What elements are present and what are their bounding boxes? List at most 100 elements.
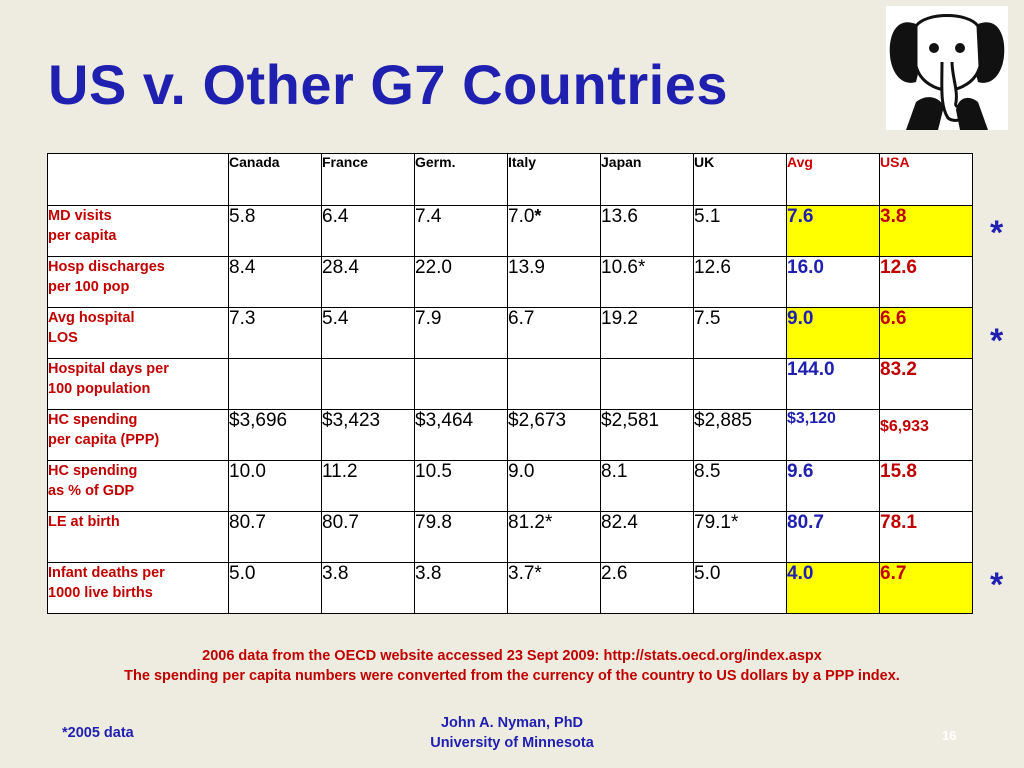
table-cell: 6.4 [321, 205, 415, 257]
table-cell: 8.4 [228, 256, 322, 308]
avg-cell: 80.7 [786, 511, 880, 563]
table-cell: 5.0 [228, 562, 322, 614]
header-france: France [321, 153, 415, 206]
table-cell [693, 358, 787, 410]
table-cell: 13.6 [600, 205, 694, 257]
avg-cell: 9.0 [786, 307, 880, 359]
header-germany: Germ. [414, 153, 508, 206]
table-cell: 8.5 [693, 460, 787, 512]
table-cell: 5.1 [693, 205, 787, 257]
usa-cell: 6.7 [879, 562, 973, 614]
table-header-row: Canada France Germ. Italy Japan UK Avg U… [47, 153, 973, 206]
header-usa: USA [879, 153, 973, 206]
table-cell: 5.8 [228, 205, 322, 257]
ppp-note: The spending per capita numbers were con… [124, 668, 900, 684]
header-avg: Avg [786, 153, 880, 206]
footnote: *2005 data [62, 725, 134, 741]
table-cell: 3.8 [321, 562, 415, 614]
usa-cell: 12.6 [879, 256, 973, 308]
table-cell: 28.4 [321, 256, 415, 308]
corner-cell [47, 153, 229, 206]
avg-cell: $3,120 [786, 409, 880, 461]
table-cell: $2,673 [507, 409, 601, 461]
row-label: Hosp discharges per 100 pop [47, 256, 229, 308]
table-cell: $3,423 [321, 409, 415, 461]
usa-cell: 6.6 [879, 307, 973, 359]
table-row: HC spending per capita (PPP) $3,696 $3,42… [47, 409, 973, 461]
table-cell: 9.0 [507, 460, 601, 512]
table-cell [414, 358, 508, 410]
table-row: Infant deaths per 1000 live births 5.0 3.… [47, 562, 973, 614]
table-cell [507, 358, 601, 410]
row-label: Infant deaths per 1000 live births [47, 562, 229, 614]
header-uk: UK [693, 153, 787, 206]
table-cell: 7.9 [414, 307, 508, 359]
avg-cell: 7.6 [786, 205, 880, 257]
table-cell: 79.8 [414, 511, 508, 563]
row-label: MD visits per capita [47, 205, 229, 257]
table-cell: 7.5 [693, 307, 787, 359]
table-cell: 2.6 [600, 562, 694, 614]
table-cell: 5.4 [321, 307, 415, 359]
row-label: Hospital days per 100 population [47, 358, 229, 410]
table-cell: $2,885 [693, 409, 787, 461]
table-cell: 7.4 [414, 205, 508, 257]
table-cell: 3.8 [414, 562, 508, 614]
table-cell: 19.2 [600, 307, 694, 359]
table-cell: 10.6* [600, 256, 694, 308]
side-asterisk: * [990, 322, 1004, 360]
table-cell: 82.4 [600, 511, 694, 563]
table-cell: 12.6 [693, 256, 787, 308]
avg-cell: 16.0 [786, 256, 880, 308]
table-row: HC spending as % of GDP 10.0 11.2 10.5 9.… [47, 460, 973, 512]
usa-cell: 78.1 [879, 511, 973, 563]
avg-cell: 9.6 [786, 460, 880, 512]
slide-title: US v. Other G7 Countries [48, 53, 728, 116]
svg-text:$: $ [932, 113, 940, 129]
header-italy: Italy [507, 153, 601, 206]
table-row: MD visits per capita 5.8 6.4 7.4 7.0* 13.… [47, 205, 973, 257]
source-note: 2006 data from the OECD website accessed… [202, 648, 822, 664]
author-affiliation: University of Minnesota [430, 735, 594, 751]
table-cell: 7.3 [228, 307, 322, 359]
elephant-logo-icon: $ [886, 6, 1008, 130]
table-cell: $3,696 [228, 409, 322, 461]
usa-cell: 3.8 [879, 205, 973, 257]
table-cell: 80.7 [321, 511, 415, 563]
table-cell [321, 358, 415, 410]
header-canada: Canada [228, 153, 322, 206]
g7-comparison-table: Canada France Germ. Italy Japan UK Avg U… [47, 153, 973, 614]
table-cell: 10.0 [228, 460, 322, 512]
table-row: Hospital days per 100 population 144.0 83… [47, 358, 973, 410]
table-cell [600, 358, 694, 410]
slide-number: 16 [942, 728, 957, 743]
table-cell: 81.2* [507, 511, 601, 563]
table-cell: 80.7 [228, 511, 322, 563]
table-cell [228, 358, 322, 410]
table-cell: 11.2 [321, 460, 415, 512]
header-japan: Japan [600, 153, 694, 206]
side-asterisk: * [990, 566, 1004, 604]
footnote-mark: * [534, 206, 542, 226]
table-cell: 79.1* [693, 511, 787, 563]
avg-cell: 4.0 [786, 562, 880, 614]
usa-cell: 15.8 [879, 460, 973, 512]
table-cell: 5.0 [693, 562, 787, 614]
table-cell: 6.7 [507, 307, 601, 359]
table-cell: 7.0* [507, 205, 601, 257]
row-label: HC spending per capita (PPP) [47, 409, 229, 461]
table-row: LE at birth 80.7 80.7 79.8 81.2* 82.4 79… [47, 511, 973, 563]
side-asterisk: * [990, 214, 1004, 252]
author-name: John A. Nyman, PhD [440, 715, 584, 731]
avg-cell: 144.0 [786, 358, 880, 410]
table-row: Avg hospital LOS 7.3 5.4 7.9 6.7 19.2 7.5… [47, 307, 973, 359]
row-label: LE at birth [47, 511, 229, 563]
usa-cell: 83.2 [879, 358, 973, 410]
row-label: Avg hospital LOS [47, 307, 229, 359]
table-cell: 13.9 [507, 256, 601, 308]
row-label: HC spending as % of GDP [47, 460, 229, 512]
table-cell: 22.0 [414, 256, 508, 308]
table-cell: $3,464 [414, 409, 508, 461]
table-cell: 8.1 [600, 460, 694, 512]
table-cell: $2,581 [600, 409, 694, 461]
